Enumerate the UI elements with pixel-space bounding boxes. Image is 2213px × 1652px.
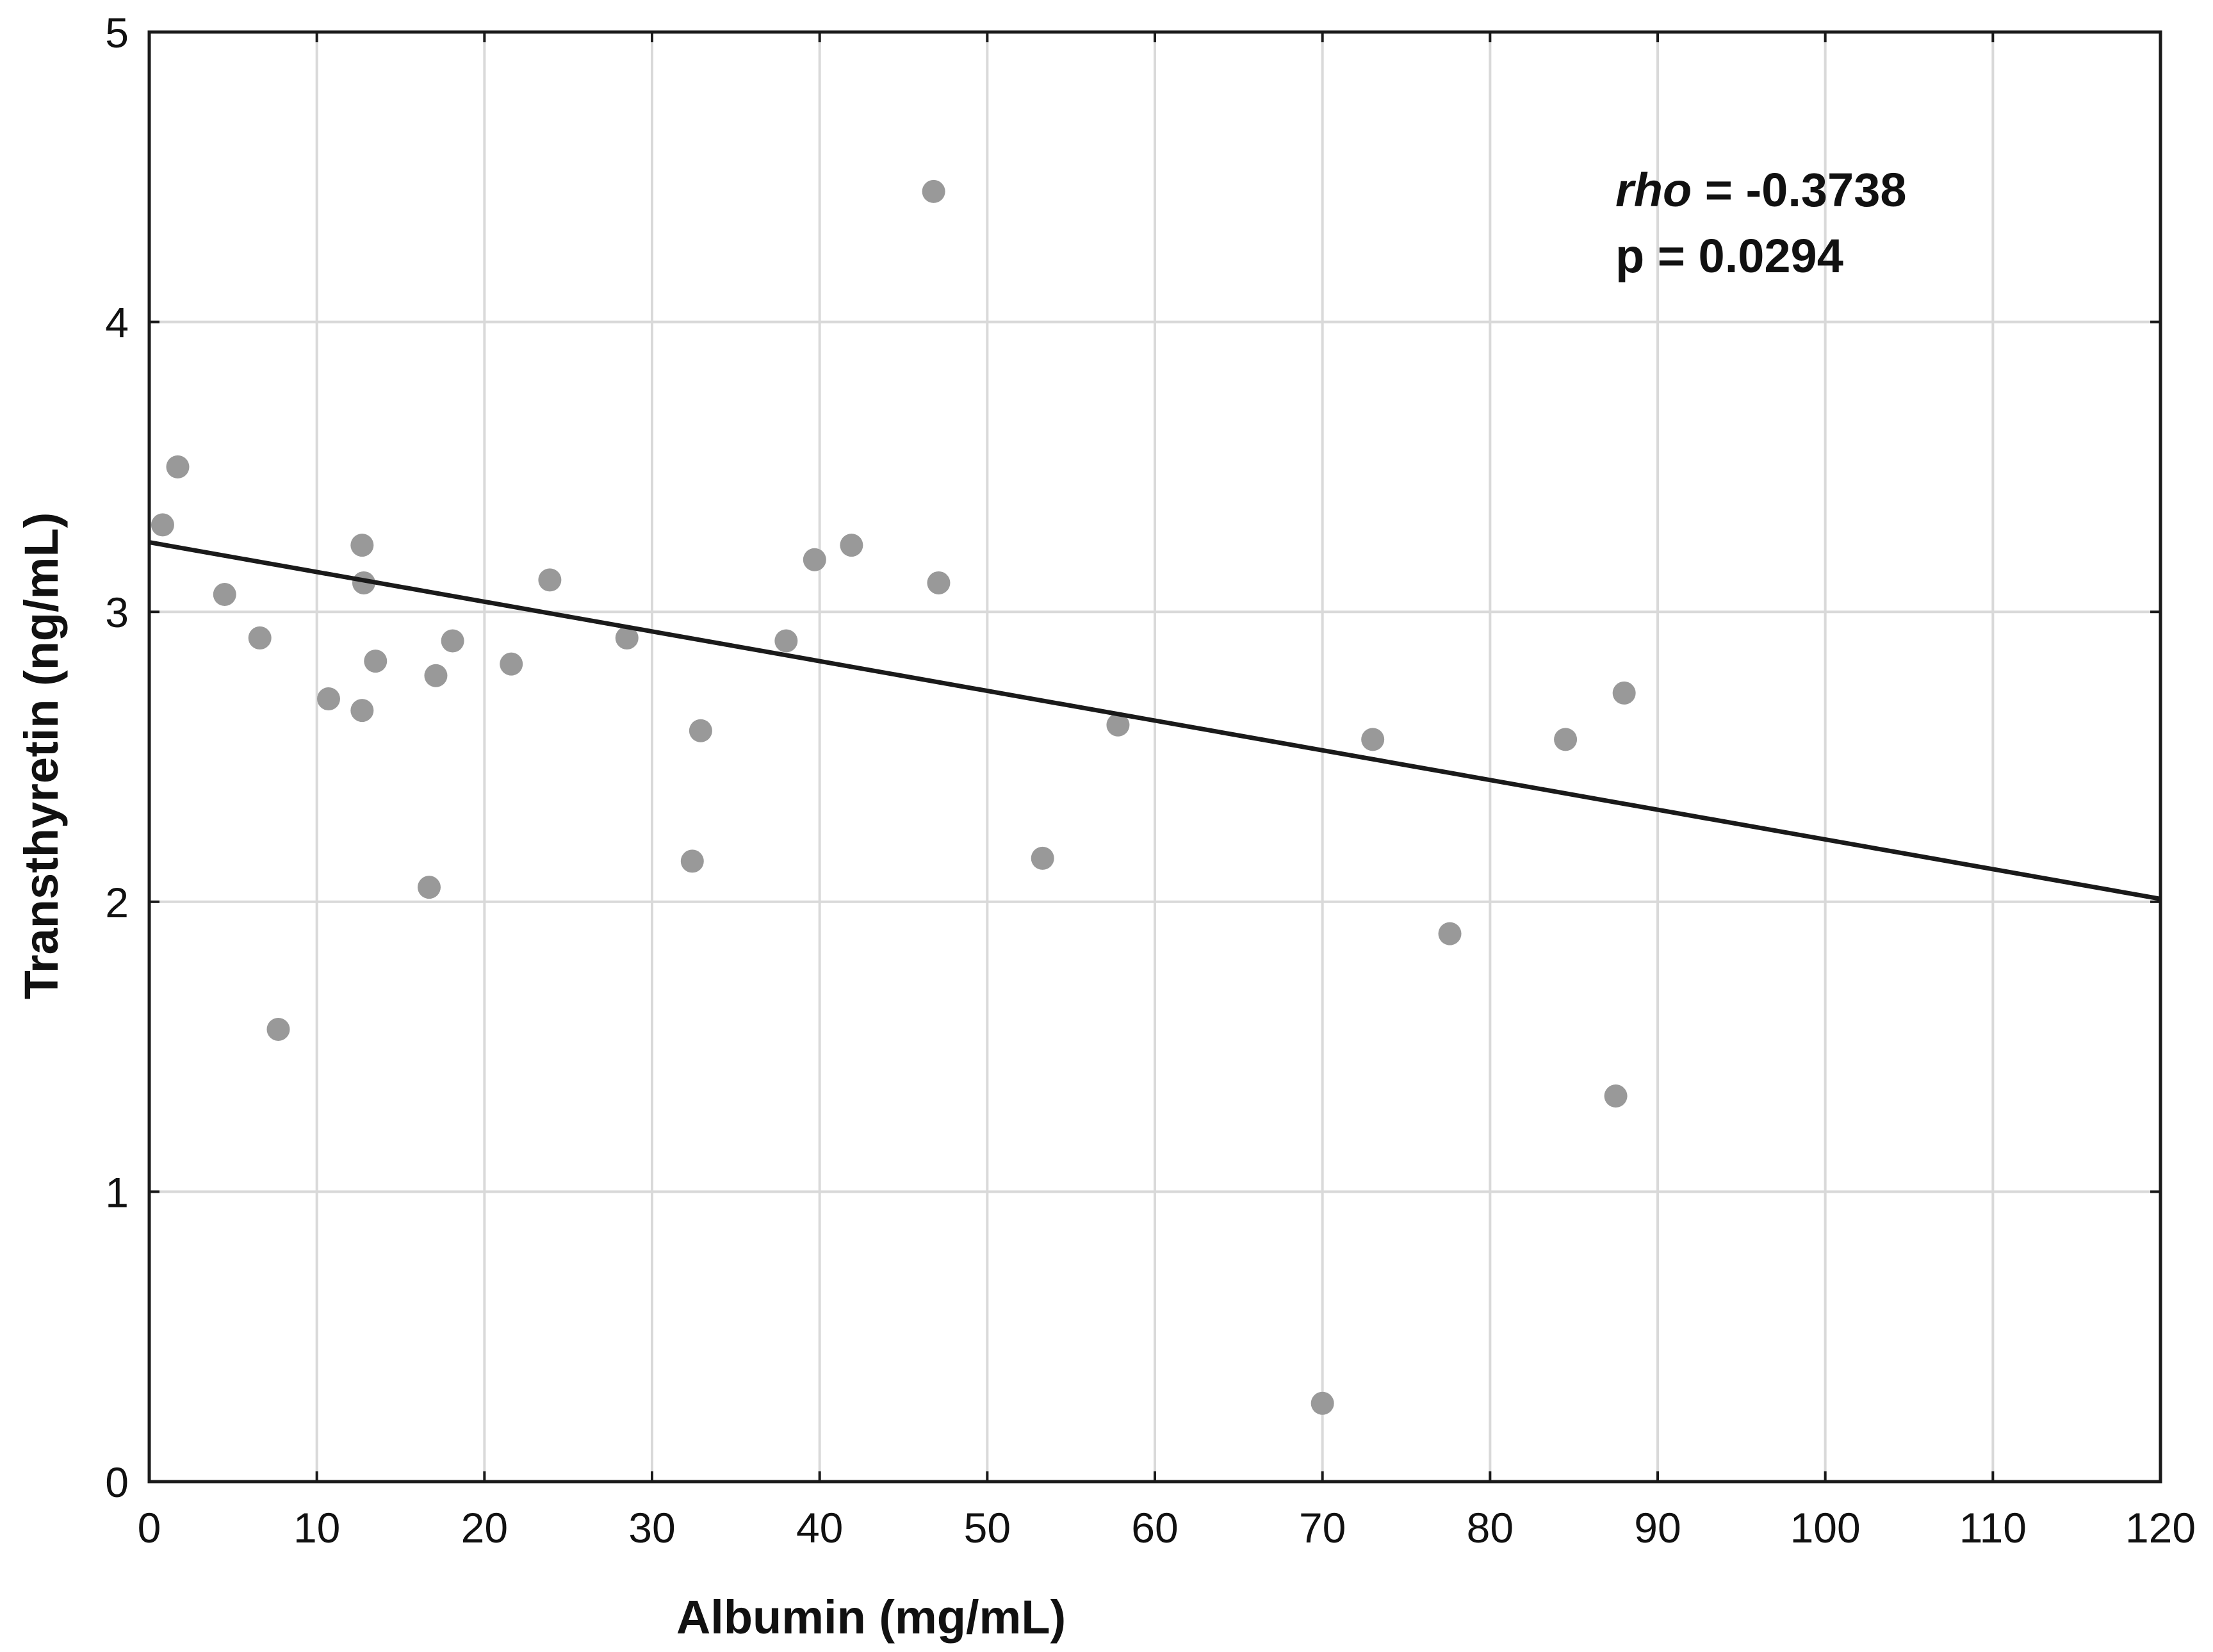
x-tick-label: 10 <box>293 1504 340 1551</box>
x-tick-label: 100 <box>1790 1504 1861 1551</box>
y-tick-label: 4 <box>105 299 129 347</box>
x-tick-label: 80 <box>1467 1504 1514 1551</box>
data-point <box>364 650 388 673</box>
annotation-p-value: p = 0.0294 <box>1615 229 1843 282</box>
x-axis-title: Albumin (mg/mL) <box>676 1591 1066 1644</box>
rho-label: rho <box>1615 163 1692 217</box>
data-point <box>1604 1084 1628 1108</box>
y-tick-label: 1 <box>105 1168 129 1216</box>
data-point <box>316 687 340 710</box>
data-point <box>803 548 826 571</box>
x-tick-labels: 0 10 20 30 40 50 60 70 80 90 100 110 120 <box>138 1504 2196 1551</box>
data-point <box>1031 846 1054 870</box>
y-tick-label: 5 <box>105 9 129 56</box>
data-point <box>350 699 374 723</box>
data-point <box>166 455 190 478</box>
x-tick-label: 20 <box>461 1504 508 1551</box>
y-tick-label: 0 <box>105 1459 129 1506</box>
data-point <box>213 583 236 607</box>
data-point <box>1361 728 1385 751</box>
x-tick-label: 0 <box>138 1504 161 1551</box>
data-point <box>248 626 272 650</box>
data-point <box>417 876 441 899</box>
data-point <box>927 571 951 594</box>
data-point <box>689 719 712 742</box>
y-axis-title: Transthyretin (ng/mL) <box>15 512 68 1000</box>
data-point <box>1612 681 1636 705</box>
y-tick-labels: 0 1 2 3 4 5 <box>105 9 129 1506</box>
x-tick-label: 70 <box>1299 1504 1346 1551</box>
grid-lines <box>149 32 2160 1482</box>
data-point <box>1438 922 1462 945</box>
y-tick-label: 2 <box>105 879 129 926</box>
x-tick-label: 120 <box>2125 1504 2196 1551</box>
rho-value: = -0.3738 <box>1692 163 1906 217</box>
regression-line <box>149 540 2161 901</box>
tick-marks <box>148 31 2162 1483</box>
data-point <box>538 568 562 592</box>
data-point <box>266 1017 290 1041</box>
x-tick-label: 50 <box>964 1504 1011 1551</box>
x-tick-label: 30 <box>628 1504 675 1551</box>
x-tick-label: 60 <box>1131 1504 1178 1551</box>
x-tick-label: 90 <box>1634 1504 1681 1551</box>
y-tick-label: 3 <box>105 589 129 636</box>
x-tick-label: 110 <box>1959 1504 2027 1551</box>
annotation-rho: rho = -0.3738 <box>1615 163 1907 217</box>
data-point <box>151 513 174 537</box>
data-point <box>1554 728 1578 751</box>
data-point <box>500 652 523 676</box>
x-tick-label: 40 <box>796 1504 843 1551</box>
data-point <box>1106 713 1130 737</box>
data-point <box>615 626 639 650</box>
plot-frame <box>147 30 2162 1484</box>
data-point <box>441 629 464 653</box>
data-points <box>151 179 1636 1415</box>
data-point <box>350 534 374 557</box>
data-point <box>1311 1391 1334 1415</box>
data-point <box>774 629 798 653</box>
data-point <box>424 664 448 687</box>
data-point <box>680 849 704 873</box>
data-point <box>840 534 863 557</box>
data-point <box>922 179 945 203</box>
